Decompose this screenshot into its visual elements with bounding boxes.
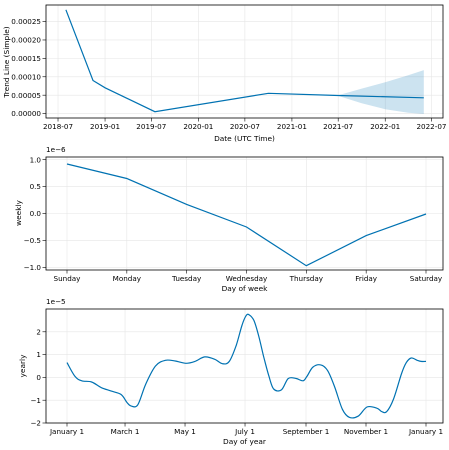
x-tick-label: Tuesday — [171, 274, 202, 283]
y-tick-label: −1.0 — [24, 263, 42, 272]
x-tick-label: Thursday — [289, 274, 324, 283]
x-tick-label: Saturday — [410, 274, 443, 283]
y-tick-label: 0.00005 — [11, 91, 41, 100]
yearly-y-axis-label: yearly — [18, 354, 27, 378]
x-tick-label: 2020-01 — [183, 122, 213, 131]
x-tick-label: July 1 — [234, 427, 255, 436]
y-tick-label: 0.00000 — [11, 109, 41, 118]
y-tick-label: 0.00025 — [11, 17, 41, 26]
x-tick-label: Sunday — [54, 274, 82, 283]
weekly-x-axis-label: Day of week — [222, 284, 269, 293]
yearly-gridlines — [46, 309, 443, 424]
y-tick-label: 0.0 — [30, 209, 42, 218]
y-tick-label: 0 — [36, 373, 41, 382]
y-tick-label: 0.00010 — [11, 72, 41, 81]
yearly-axes-frame — [45, 308, 444, 424]
weekly-gridlines — [46, 157, 443, 270]
trend-x-axis-label: Date (UTC Time) — [214, 134, 275, 143]
y-tick-label: 0.00020 — [11, 36, 41, 45]
x-tick-label: May 1 — [174, 427, 196, 436]
x-tick-label: 2020-07 — [230, 122, 260, 131]
weekly-ticks: Sunday Monday Tuesday Wednesday Thursday Frid… — [24, 155, 443, 283]
trend-uncertainty-band — [338, 70, 424, 114]
x-tick-label: Wednesday — [226, 274, 268, 283]
x-tick-label: 2019-01 — [90, 122, 120, 131]
y-tick-label: 1 — [36, 350, 41, 359]
yearly-line — [66, 313, 427, 419]
y-tick-label: −0.5 — [24, 236, 41, 245]
trend-axes-frame — [45, 4, 444, 119]
x-tick-label: September 1 — [283, 427, 330, 436]
x-tick-label: Monday — [113, 274, 142, 283]
x-tick-label: Friday — [355, 274, 378, 283]
x-tick-label: 2022-07 — [416, 122, 446, 131]
weekly-y-axis-label: weekly — [14, 199, 23, 225]
x-tick-label: January 1 — [49, 427, 84, 436]
yearly-offset-text: 1e−5 — [46, 297, 66, 306]
y-tick-label: 1.0 — [30, 155, 42, 164]
y-tick-label: 0.5 — [30, 182, 41, 191]
y-tick-label: −1 — [30, 396, 41, 405]
x-tick-label: 2021-07 — [323, 122, 353, 131]
weekly-panel: Sunday Monday Tuesday Wednesday Thursday Frid… — [14, 145, 444, 293]
trend-gridlines — [46, 5, 443, 118]
x-tick-label: January 1 — [408, 427, 443, 436]
trend-panel: 2018-07 2019-01 2019-07 2020-01 2020-07 2021-… — [2, 4, 447, 143]
y-tick-label: 0.00015 — [11, 54, 41, 63]
yearly-ticks: January 1 March 1 May 1 July 1 September 1 No… — [30, 327, 443, 436]
x-tick-label: 2019-07 — [136, 122, 166, 131]
yearly-panel: January 1 March 1 May 1 July 1 September 1 No… — [18, 297, 444, 446]
x-tick-label: 2018-07 — [43, 122, 73, 131]
trend-line — [65, 9, 424, 113]
weekly-line — [66, 163, 427, 267]
x-tick-label: March 1 — [111, 427, 140, 436]
x-tick-label: 2021-01 — [277, 122, 307, 131]
y-tick-label: 2 — [36, 327, 41, 336]
x-tick-label: 2022-01 — [370, 122, 400, 131]
trend-ticks: 2018-07 2019-01 2019-07 2020-01 2020-07 2021-… — [11, 17, 446, 131]
yearly-x-axis-label: Day of year — [223, 437, 267, 446]
weekly-offset-text: 1e−6 — [46, 145, 66, 154]
x-tick-label: November 1 — [344, 427, 388, 436]
y-tick-label: −2 — [30, 419, 41, 428]
trend-y-axis-label: Trend Line (Simple) — [2, 26, 11, 98]
